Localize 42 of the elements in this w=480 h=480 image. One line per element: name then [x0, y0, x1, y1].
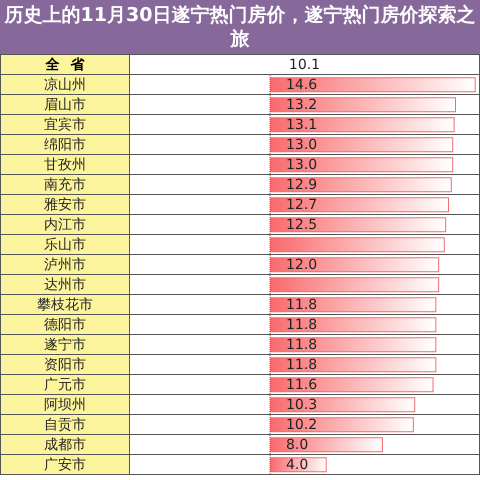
y-tick-label: 宜宾市 — [44, 117, 86, 133]
data-label: 11.8 — [286, 296, 318, 313]
y-tick-label: 广元市 — [44, 377, 86, 393]
text: 全省 — [45, 56, 96, 74]
y-tick-label: 资阳市 — [44, 357, 86, 373]
data-label: 13.0 — [286, 136, 318, 153]
y-tick-label: 南充市 — [44, 177, 86, 193]
data-label: 11.8 — [286, 356, 318, 373]
chart-title: 历史上的11月30日遂宁热门房价，遂宁热门房价探索之旅 — [0, 0, 480, 54]
y-tick-label: 凉山州 — [44, 77, 86, 93]
y-tick-label: 达州市 — [44, 277, 86, 293]
data-label: 12.5 — [286, 216, 318, 233]
data-label: 13.0 — [286, 156, 318, 173]
y-tick-label: 内江市 — [44, 217, 86, 233]
y-tick-label: 成都市 — [44, 437, 86, 453]
y-tick-label: 眉山市 — [44, 97, 86, 113]
data-label: 10.2 — [286, 416, 318, 433]
data-label: 12.9 — [286, 176, 318, 193]
y-tick-label: 遂宁市 — [44, 337, 86, 353]
y-tick-label: 攀枝花市 — [37, 297, 93, 313]
y-tick-label: 广安市 — [44, 457, 86, 473]
y-tick-label: 泸州市 — [44, 257, 86, 273]
data-label: 11.6 — [286, 376, 318, 393]
text: 10.1 — [288, 56, 320, 72]
y-tick-label: 自贡市 — [44, 417, 86, 433]
data-label: 13.2 — [286, 96, 318, 113]
data-label: 8.0 — [286, 436, 308, 453]
data-label: 13.1 — [286, 116, 318, 133]
data-label: 14.6 — [286, 76, 318, 93]
y-tick-label: 乐山市 — [44, 237, 86, 253]
data-label: 11.8 — [286, 336, 318, 353]
data-label: 11.8 — [286, 316, 318, 333]
bar — [270, 437, 383, 452]
data-label: 10.3 — [286, 396, 318, 413]
data-label: 12.0 — [286, 256, 318, 273]
data-label: 12.7 — [286, 196, 318, 213]
y-tick-label: 雅安市 — [44, 197, 86, 213]
y-tick-label: 阿坝州 — [44, 397, 86, 413]
y-tick-label: 甘孜州 — [44, 157, 86, 173]
data-label: 4.0 — [286, 456, 308, 473]
y-tick-label: 德阳市 — [44, 317, 86, 333]
y-tick-label: 绵阳市 — [44, 137, 86, 153]
